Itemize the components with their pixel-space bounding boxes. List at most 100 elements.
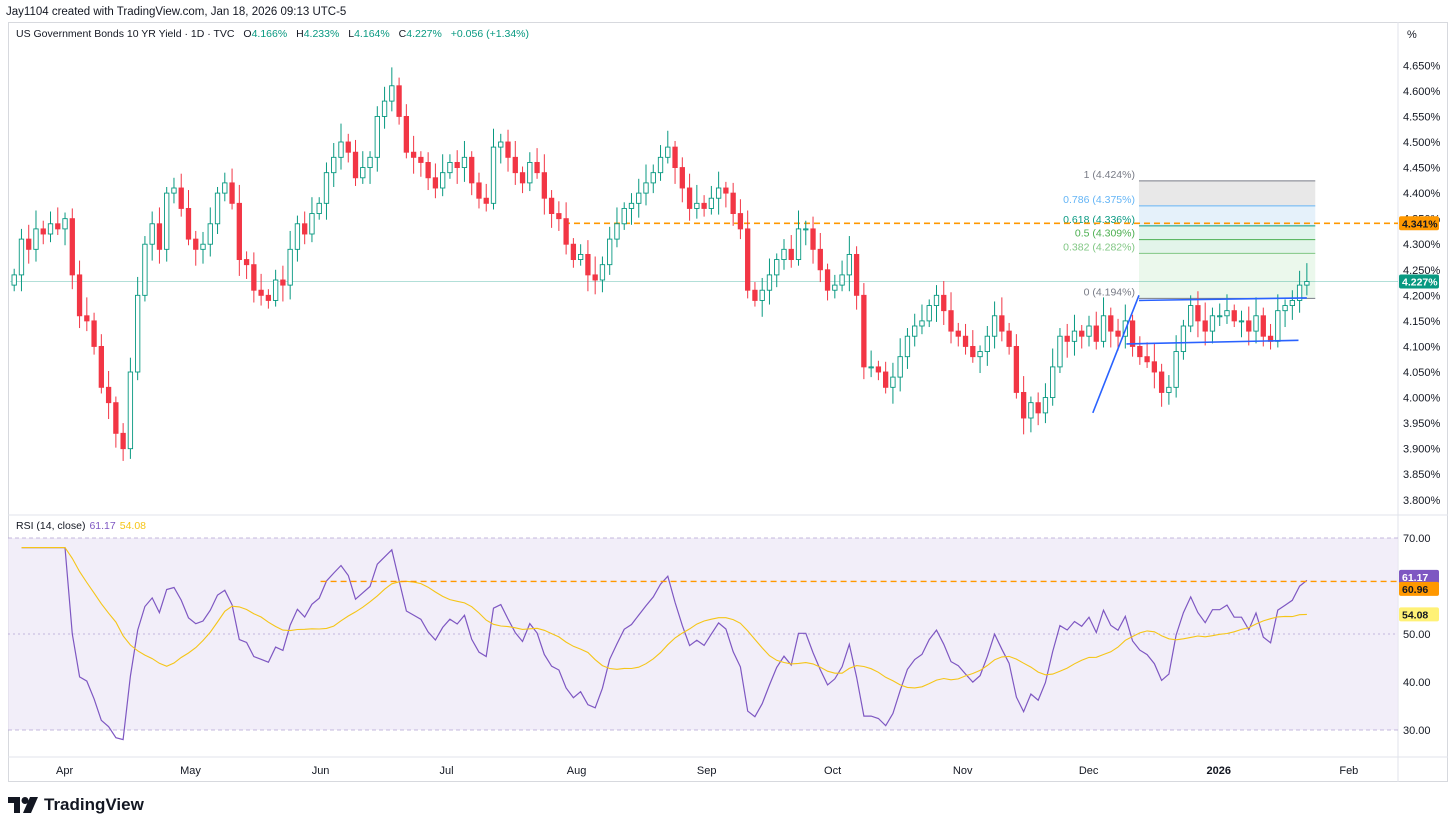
candle-body	[621, 207, 627, 225]
candle-body	[592, 274, 598, 281]
fib-level-label: 0.382 (4.282%)	[1063, 241, 1135, 253]
candle-body	[1217, 315, 1223, 318]
candle-body	[643, 182, 649, 194]
candle-body	[316, 202, 322, 215]
candle-body	[519, 172, 526, 184]
candle-body	[1238, 320, 1245, 323]
candle-body	[396, 85, 402, 117]
time-tick-label: Apr	[56, 765, 73, 777]
candle-body	[548, 197, 555, 215]
candle-body	[745, 228, 751, 291]
candle-body	[1020, 391, 1027, 419]
candle-body	[338, 141, 344, 158]
candle-body	[1057, 335, 1063, 368]
candle-body	[962, 335, 969, 347]
rsi-title[interactable]: RSI (14, close)	[16, 520, 86, 532]
candle-body	[76, 274, 83, 317]
rsi-tick-label: 50.00	[1403, 629, 1431, 641]
rsi-ma-line	[21, 547, 1307, 689]
rsi-line	[21, 546, 1308, 741]
candle-body	[418, 156, 424, 163]
open-label: O	[243, 28, 252, 40]
price-tick-label: 4.400%	[1403, 188, 1441, 200]
candle-body	[1064, 335, 1070, 342]
candle-body	[1137, 345, 1143, 358]
candle-body	[665, 146, 671, 158]
candle-body	[469, 156, 475, 184]
price-tick-label: 4.550%	[1403, 111, 1441, 123]
candle-body	[229, 182, 235, 204]
candle-body	[585, 253, 591, 276]
candle-body	[91, 320, 97, 347]
price-tick-label: 3.800%	[1403, 495, 1441, 507]
rsi-legend: RSI (14, close) 61.17 54.08	[16, 520, 146, 532]
tradingview-logo[interactable]: TradingView	[8, 795, 144, 815]
rsi-ma-badge: 54.08	[1402, 609, 1428, 621]
price-tick-label: 4.450%	[1403, 163, 1441, 175]
candle-body	[374, 115, 380, 158]
candle-body	[781, 248, 787, 261]
candle-body	[251, 264, 257, 291]
symbol-title[interactable]: US Government Bonds 10 YR Yield · 1D · T…	[16, 28, 235, 40]
time-tick-label: 2026	[1206, 765, 1230, 777]
fib-zone	[1138, 180, 1316, 206]
candle-body	[26, 238, 32, 250]
candle-body	[476, 182, 482, 199]
price-tick-label: 4.100%	[1403, 341, 1441, 353]
candle-body	[1035, 402, 1041, 414]
candle-body	[919, 320, 925, 327]
candle-body	[1289, 299, 1295, 307]
percent-scale-toggle[interactable]: %	[1407, 29, 1417, 41]
candle-body	[490, 146, 497, 204]
last-price-badge: 4.227%	[1402, 277, 1438, 289]
candle-body	[1129, 320, 1136, 347]
candle-body	[1144, 356, 1150, 363]
brand-name: TradingView	[44, 795, 144, 814]
time-tick-label: Oct	[824, 765, 841, 777]
price-tick-label: 4.150%	[1403, 316, 1441, 328]
candle-body	[280, 279, 286, 286]
candle-body	[178, 187, 184, 209]
candle-body	[432, 177, 439, 189]
low-label: L	[348, 28, 355, 40]
flag-lower-trendline	[1126, 339, 1299, 345]
rsi-ma-badge-bg	[1399, 607, 1439, 622]
close-label: C	[398, 28, 407, 40]
candle-body	[454, 161, 460, 169]
price-tick-label: 3.900%	[1403, 444, 1441, 456]
candle-body	[1195, 305, 1201, 322]
candle-body	[875, 366, 882, 373]
tradingview-logo-icon	[8, 797, 38, 813]
candle-body	[200, 243, 206, 250]
candle-body	[970, 345, 976, 358]
candle-body	[570, 243, 577, 261]
price-tick-label: 4.050%	[1403, 367, 1441, 379]
candle-body	[1260, 315, 1266, 337]
rsi-value-badge-bg	[1399, 569, 1439, 584]
candle-body	[1296, 284, 1303, 301]
candle-body	[512, 156, 518, 174]
candle-body	[156, 223, 163, 250]
candle-body	[98, 345, 104, 388]
fib-zone	[1138, 225, 1316, 240]
candle-body	[1253, 315, 1259, 332]
candle-body	[628, 202, 635, 209]
price-tick-label: 4.200%	[1403, 290, 1441, 302]
candle-body	[1013, 345, 1020, 393]
candle-body	[999, 315, 1005, 332]
candle-body	[534, 161, 540, 174]
candle-body	[577, 253, 584, 261]
candle-body	[868, 366, 874, 369]
candle-body	[759, 289, 765, 301]
time-tick-label: Jun	[312, 765, 330, 777]
candle-body	[1166, 386, 1172, 393]
candle-body	[360, 167, 366, 179]
candle-body	[1304, 281, 1310, 286]
candle-body	[483, 197, 489, 204]
time-tick-label: Aug	[567, 765, 587, 777]
candle-body	[1188, 305, 1194, 327]
price-tick-label: 4.600%	[1403, 86, 1441, 98]
candle-body	[1050, 366, 1056, 399]
candle-body	[1202, 320, 1208, 332]
